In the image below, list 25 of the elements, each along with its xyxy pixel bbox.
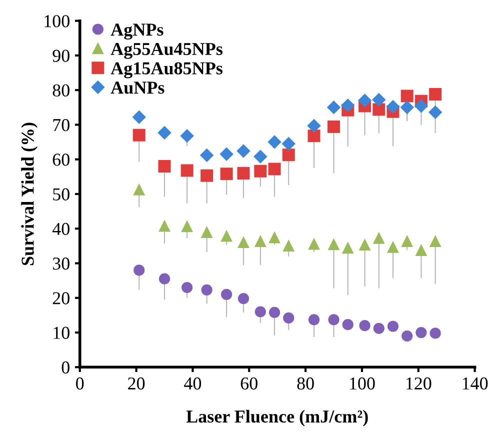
x-tick-label: 0	[76, 377, 84, 390]
x-tick-label: 20	[128, 377, 145, 390]
y-axis-title: Survival Yield (%)	[21, 122, 38, 266]
y-tick-label: 60	[52, 154, 70, 166]
legend-label: Ag15Au85NPs	[110, 62, 222, 78]
x-tick-label: 80	[297, 377, 314, 390]
legend-label: AuNPs	[110, 82, 164, 94]
x-tick-label: 140	[462, 377, 488, 390]
y-tick-label: 50	[53, 188, 70, 200]
legend-label: Ag55Au45NPs	[110, 42, 222, 59]
y-tick-label: 30	[52, 258, 70, 270]
y-tick-label: 90	[52, 50, 70, 62]
x-tick-label: 100	[350, 377, 375, 390]
y-tick-label: 80	[52, 84, 70, 97]
y-tick-label: 40	[52, 222, 70, 236]
x-tick-label: 40	[184, 377, 202, 390]
x-axis-title: Laser Fluence (mJ/cm²)	[186, 410, 368, 426]
y-tick-label: 20	[52, 292, 70, 304]
y-tick-label: 100	[44, 15, 70, 28]
legend-label: AgNPs	[110, 24, 164, 40]
y-tick-label: 70	[53, 118, 70, 132]
x-tick-label: 60	[240, 377, 258, 390]
y-tick-label: 10	[54, 326, 70, 339]
x-tick-label: 120	[406, 377, 432, 390]
y-tick-label: 0	[62, 361, 70, 374]
